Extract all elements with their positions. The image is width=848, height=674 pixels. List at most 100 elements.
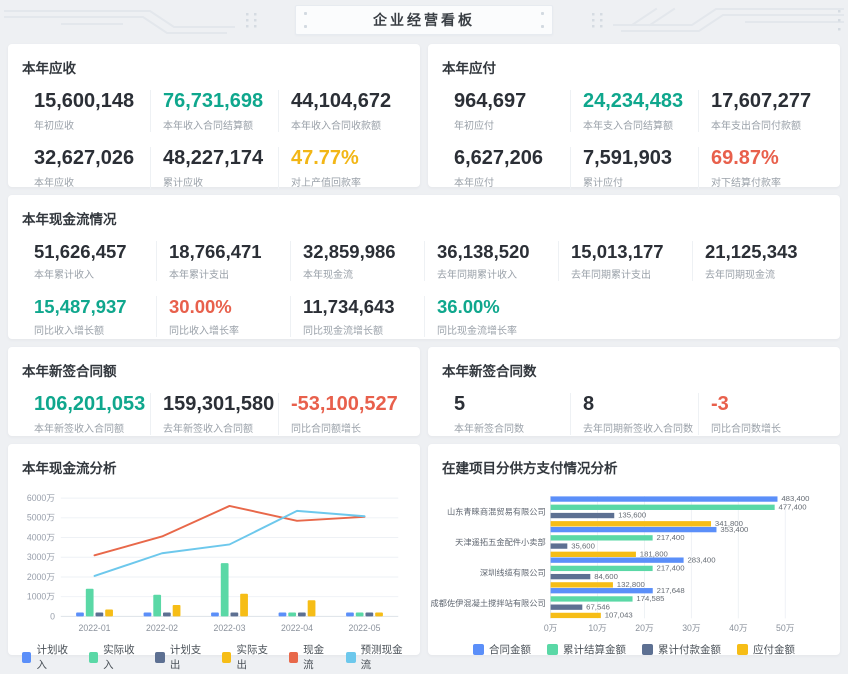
svg-text:67,546: 67,546	[586, 602, 610, 611]
legend-item-计划收入[interactable]: 计划收入	[21, 642, 73, 672]
stat-value: 47.77%	[291, 147, 359, 169]
dashboard-title-box: 企业经营看板	[295, 5, 553, 35]
svg-text:181,800: 181,800	[640, 550, 668, 559]
stat-block: 964,697 年初应付	[442, 90, 570, 132]
card-payable: 本年应付 964,697 年初应付 24,234,483 本年支入合同结算额 17,…	[428, 44, 840, 189]
supplier-chart-title: 在建项目分供方支付情况分析	[442, 461, 618, 476]
legend-marker	[155, 651, 165, 663]
legend-item-累计付款金额[interactable]: 累计付款金额	[642, 642, 721, 657]
stat-label: 本年收入合同结算额	[163, 121, 253, 132]
stat-label: 本年新签合同数	[454, 424, 524, 435]
card-new-contract-amount-title: 本年新签合同额	[22, 364, 117, 379]
svg-text:283,400: 283,400	[687, 555, 715, 564]
card-receivable-title: 本年应收	[22, 61, 76, 76]
svg-text:2000万: 2000万	[27, 572, 55, 582]
legend-label: 累计结算金额	[563, 644, 626, 656]
stat-label: 本年累计收入	[34, 270, 94, 282]
card-cashflow-overview: 本年现金流情况 51,626,457 本年累计收入 18,766,471 本年累计支…	[8, 195, 840, 339]
legend-item-计划支出[interactable]: 计划支出	[155, 642, 206, 672]
svg-text:50万: 50万	[776, 623, 795, 633]
svg-text:山东青睐商混贸易有限公司: 山东青睐商混贸易有限公司	[447, 506, 546, 516]
page-header: 企业经营看板	[0, 0, 848, 40]
legend-marker	[642, 644, 653, 655]
stat-block: 106,201,053 本年新签收入合同额	[22, 393, 150, 435]
stat-label: 同比合同数增长	[711, 424, 781, 435]
legend-marker	[737, 644, 748, 655]
stat-label: 本年累计支出	[169, 270, 229, 282]
legend-marker	[222, 651, 232, 663]
stat-block: 76,731,698 本年收入合同结算额	[150, 90, 278, 132]
stat-value: 21,125,343	[705, 241, 798, 262]
stat-value: 76,731,698	[163, 90, 264, 112]
cashflow-combo-chart: 0 1000万 2000万 3000万 4000万 5000万 6000万 2022-01 20…	[22, 490, 406, 640]
stat-label: 累计应收	[163, 178, 203, 189]
legend-item-应付金额[interactable]: 应付金额	[737, 642, 795, 657]
stat-value: 15,013,177	[571, 241, 664, 262]
svg-text:217,648: 217,648	[657, 586, 685, 595]
stat-block: -53,100,527 同比合同额增长	[278, 393, 406, 435]
stat-value: 15,487,937	[34, 296, 127, 318]
legend-label: 现金流	[303, 644, 325, 671]
supplier-payment-bar-chart: 0万 10万 20万 30万 40万 50万 山东青睐商混贸易有限公司 483,400 477,…	[430, 490, 826, 640]
legend-label: 累计付款金额	[658, 644, 721, 656]
stat-block: 159,301,580 去年新签收入合同额	[150, 393, 278, 435]
title-box-dots-left	[304, 12, 307, 28]
stat-value: 15,600,148	[34, 90, 135, 112]
stat-block: 15,487,937 同比收入增长额	[22, 296, 156, 336]
stat-block: 48,227,174 累计应收	[150, 147, 278, 189]
svg-text:5000万: 5000万	[27, 513, 55, 523]
stat-value: -3	[711, 393, 729, 415]
legend-item-预测现金流[interactable]: 预测现金流	[346, 642, 406, 672]
stat-label: 同比合同额增长	[291, 424, 361, 435]
stat-value: 159,301,580	[163, 393, 275, 415]
legend-item-现金流[interactable]: 现金流	[288, 642, 331, 672]
svg-text:217,400: 217,400	[657, 564, 685, 573]
legend-item-实际支出[interactable]: 实际支出	[222, 642, 273, 672]
svg-text:10万: 10万	[588, 623, 607, 633]
card-receivable: 本年应收 15,600,148 年初应收 76,731,698 本年收入合同结算额 …	[8, 44, 420, 189]
stat-block: 36.00% 同比现金流增长率	[424, 296, 558, 337]
stat-block: 30.00% 同比收入增长率	[156, 296, 290, 337]
stat-block: 6,627,206 本年应付	[442, 147, 570, 189]
stat-block: 11,734,643 同比现金流增长额	[290, 296, 424, 337]
stat-value: -53,100,527	[291, 393, 398, 415]
svg-text:135,600: 135,600	[618, 511, 646, 520]
card-new-contract-count: 本年新签合同数 5 本年新签合同数 8 去年同期新签收入合同数 -3 同比合同数增长	[428, 347, 840, 436]
svg-text:2022-03: 2022-03	[214, 623, 246, 633]
stat-value: 32,627,026	[34, 147, 135, 169]
stat-value: 36.00%	[437, 296, 500, 318]
stat-block: 32,859,986 本年现金流	[290, 241, 424, 282]
legend-item-合同金额[interactable]: 合同金额	[473, 642, 531, 657]
stat-block: 69.87% 对下结算付款率	[698, 147, 826, 189]
legend-item-实际收入[interactable]: 实际收入	[88, 642, 140, 672]
stat-label: 对下结算付款率	[711, 178, 781, 189]
svg-text:1000万: 1000万	[27, 592, 55, 602]
svg-text:6000万: 6000万	[27, 493, 55, 503]
svg-text:341,800: 341,800	[715, 519, 743, 528]
stat-label: 去年新签收入合同额	[163, 424, 253, 435]
cashflow-stats: 51,626,457 本年累计收入 18,766,471 本年累计支出 32,859…	[22, 241, 826, 337]
stat-label: 去年同期现金流	[705, 270, 775, 282]
svg-text:217,400: 217,400	[657, 533, 685, 542]
svg-text:35,600: 35,600	[571, 541, 595, 550]
title-box-dots-right	[541, 12, 544, 28]
stat-value: 17,607,277	[711, 90, 812, 112]
legend-label: 计划支出	[169, 644, 202, 671]
legend-marker	[346, 651, 356, 663]
svg-text:深圳线缆有限公司: 深圳线缆有限公司	[480, 567, 546, 577]
stat-label: 本年应付	[454, 178, 494, 189]
stat-value: 51,626,457	[34, 241, 127, 262]
legend-label: 计划收入	[36, 644, 68, 671]
new-contract-count-stats: 5 本年新签合同数 8 去年同期新签收入合同数 -3 同比合同数增长	[442, 393, 826, 435]
cashflow-chart-title: 本年现金流分析	[22, 461, 117, 476]
svg-text:2022-01: 2022-01	[79, 623, 111, 633]
stat-value: 964,697	[454, 90, 527, 112]
svg-text:132,800: 132,800	[617, 580, 645, 589]
legend-item-累计结算金额[interactable]: 累计结算金额	[547, 642, 626, 657]
stat-label: 年初应收	[34, 121, 74, 132]
svg-text:2022-04: 2022-04	[281, 623, 313, 633]
stat-block: 7,591,903 累计应付	[570, 147, 698, 189]
stat-value: 106,201,053	[34, 393, 146, 415]
hbar-chart-svg: 0万 10万 20万 30万 40万 50万 山东青睐商混贸易有限公司 483,400477,…	[430, 494, 809, 633]
stat-label: 同比收入增长额	[34, 325, 104, 337]
